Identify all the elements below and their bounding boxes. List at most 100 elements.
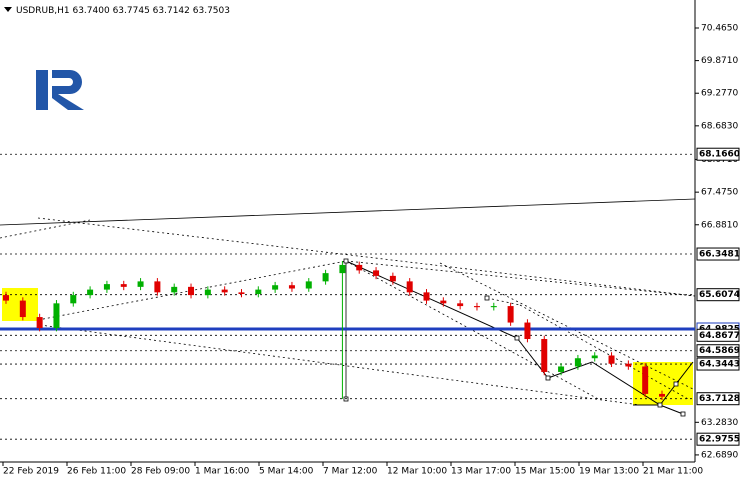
x-tick-label: 7 Mar 12:00 [323, 467, 378, 477]
candle-body [87, 289, 94, 296]
level-label-box [696, 247, 740, 261]
candle-body [221, 289, 228, 293]
candle-body [507, 306, 514, 323]
candle-body [36, 317, 43, 329]
trend-line [486, 297, 521, 306]
quote: 63.7503 [193, 6, 230, 16]
trend-line [0, 198, 696, 226]
x-tick-label: 12 Mar 10:00 [387, 467, 447, 477]
candle-body [288, 285, 295, 289]
anchor [343, 258, 349, 264]
candle-body [188, 286, 195, 296]
level-label-box [696, 344, 740, 358]
x-tick-label: 5 Mar 14:00 [259, 467, 314, 477]
anchor [514, 335, 520, 341]
candle-body [339, 264, 346, 274]
candle-body [473, 306, 480, 308]
forecast-path [345, 260, 684, 415]
candle-body [154, 281, 161, 293]
anchor [680, 411, 686, 417]
level-label-box [696, 357, 740, 371]
anchor [484, 295, 490, 301]
y-tick-label: 70.4650 [701, 24, 738, 34]
trend-line [345, 260, 696, 297]
candle-body [406, 281, 413, 293]
level-label-box [696, 147, 740, 161]
level-label: 64.8677 [699, 331, 740, 341]
y-tick-label: 69.2770 [701, 89, 738, 99]
candle-body [423, 292, 430, 301]
level-label: 64.5869 [699, 346, 740, 356]
y-tick-label: 66.8810 [701, 220, 738, 230]
candle-body [204, 289, 211, 296]
symbol: USDRUB,H1 [16, 6, 70, 16]
candle-body [389, 275, 396, 282]
candle-body [137, 281, 144, 287]
trend-lines [0, 217, 696, 406]
x-tick-label: 19 Mar 13:00 [579, 467, 639, 477]
trend-line [0, 219, 91, 239]
trend-line [39, 324, 641, 406]
candle-body [171, 286, 178, 293]
level-label: 68.1660 [699, 150, 740, 160]
candle-body [255, 289, 262, 294]
candle-body [558, 366, 565, 372]
candle-body [272, 285, 279, 290]
x-tick-label: 21 Mar 11:00 [643, 467, 703, 477]
candle-body [19, 300, 26, 318]
logo-bowl [52, 70, 84, 110]
anchor [657, 402, 663, 408]
candle-body [591, 355, 598, 359]
y-tick-label: 63.2830 [701, 418, 738, 428]
level-label-box [696, 392, 740, 406]
y-tick-label: 68.6830 [701, 121, 738, 131]
header: USDRUB,H1 63.7400 63.7745 63.7142 63.750… [16, 6, 230, 16]
x-tick-label: 26 Feb 11:00 [67, 467, 126, 477]
anchor [673, 381, 679, 387]
candle-body [440, 300, 447, 304]
candle-body [574, 358, 581, 367]
candle-body [238, 292, 245, 294]
candle-body [625, 363, 632, 367]
level-label-box [696, 328, 740, 342]
candle-body [373, 270, 380, 276]
x-tick-label: 13 Mar 17:00 [451, 467, 511, 477]
level-label-box [696, 288, 740, 302]
trend-line [37, 217, 696, 297]
forecast-path [633, 361, 694, 406]
y-tick-label: 69.8710 [701, 56, 738, 66]
anchor [545, 375, 551, 381]
candle-body [457, 303, 464, 307]
quote: 63.7142 [153, 6, 190, 16]
candle-body [322, 273, 329, 282]
x-tick-label: 22 Feb 2019 [3, 467, 59, 477]
level-label: 66.3481 [699, 250, 740, 260]
candle-body [356, 264, 363, 271]
level-label: 64.3443 [699, 360, 740, 370]
level-label-box [696, 432, 740, 446]
x-tick-label: 1 Mar 16:00 [195, 467, 250, 477]
candle-body [490, 306, 497, 308]
header-arrow [4, 7, 12, 12]
y-tick-label: 62.6890 [701, 450, 738, 460]
candle-body [305, 281, 312, 289]
candle-body [70, 295, 77, 304]
y-tick-label: 67.4750 [701, 188, 738, 198]
level-label: 65.6074 [699, 290, 740, 300]
quote: 63.7400 [72, 6, 109, 16]
candle-body [659, 393, 665, 397]
level-label: 63.7128 [699, 394, 740, 404]
candle-body [541, 339, 548, 372]
x-tick-label: 28 Feb 09:00 [131, 467, 190, 477]
candle-body [608, 355, 615, 364]
candle-body [53, 303, 60, 329]
trend-line [345, 260, 601, 401]
candle-body [120, 284, 127, 287]
candle-body [3, 295, 9, 301]
level-label: 62.9755 [699, 435, 740, 445]
logo-stem [36, 70, 48, 110]
logo [36, 70, 84, 110]
